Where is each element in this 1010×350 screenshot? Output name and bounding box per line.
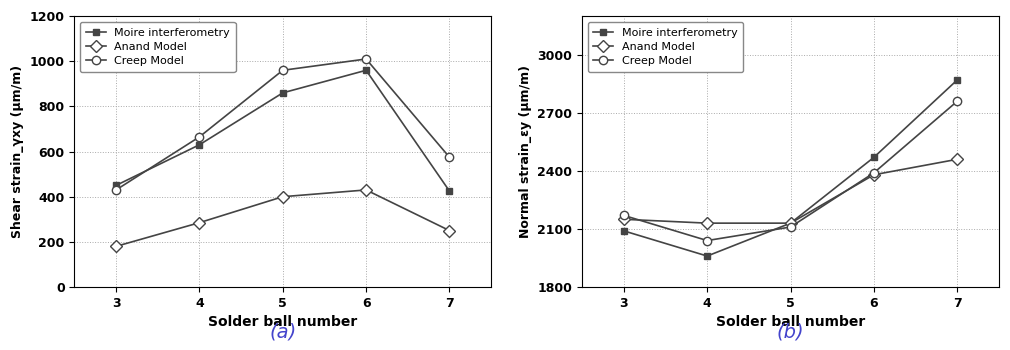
Anand Model <box>785 221 797 225</box>
Moire interferometry <box>618 229 630 233</box>
X-axis label: Solder ball number: Solder ball number <box>716 315 866 329</box>
Moire interferometry <box>110 183 122 188</box>
Y-axis label: Normal strain_εy (μm/m): Normal strain_εy (μm/m) <box>519 65 532 238</box>
Creep Model <box>360 57 372 61</box>
Line: Anand Model: Anand Model <box>620 155 962 227</box>
Moire interferometry <box>785 221 797 225</box>
Line: Creep Model: Creep Model <box>112 55 453 194</box>
Anand Model <box>618 217 630 222</box>
Moire interferometry <box>701 254 713 258</box>
Creep Model <box>785 225 797 229</box>
Text: (a): (a) <box>269 322 296 341</box>
Line: Moire interferometry: Moire interferometry <box>620 77 961 259</box>
Line: Moire interferometry: Moire interferometry <box>112 67 452 195</box>
Moire interferometry <box>193 143 205 147</box>
Moire interferometry <box>443 189 456 193</box>
X-axis label: Solder ball number: Solder ball number <box>208 315 358 329</box>
Creep Model <box>701 238 713 243</box>
Creep Model <box>277 68 289 72</box>
Anand Model <box>360 188 372 192</box>
Moire interferometry <box>951 78 964 82</box>
Creep Model <box>110 188 122 192</box>
Moire interferometry <box>868 155 880 160</box>
Anand Model <box>110 244 122 248</box>
Anand Model <box>868 173 880 177</box>
Line: Anand Model: Anand Model <box>112 186 453 251</box>
Anand Model <box>443 229 456 233</box>
Line: Creep Model: Creep Model <box>620 97 962 245</box>
Creep Model <box>443 155 456 159</box>
Legend: Moire interferometry, Anand Model, Creep Model: Moire interferometry, Anand Model, Creep… <box>80 22 235 72</box>
Moire interferometry <box>360 68 372 72</box>
Creep Model <box>193 135 205 139</box>
Y-axis label: Shear strain_γxy (μm/m): Shear strain_γxy (μm/m) <box>11 65 24 238</box>
Creep Model <box>951 99 964 103</box>
Creep Model <box>868 171 880 175</box>
Text: (b): (b) <box>777 322 804 341</box>
Anand Model <box>193 220 205 225</box>
Moire interferometry <box>277 91 289 95</box>
Anand Model <box>951 157 964 161</box>
Anand Model <box>277 195 289 199</box>
Legend: Moire interferometry, Anand Model, Creep Model: Moire interferometry, Anand Model, Creep… <box>588 22 743 72</box>
Anand Model <box>701 221 713 225</box>
Creep Model <box>618 213 630 217</box>
